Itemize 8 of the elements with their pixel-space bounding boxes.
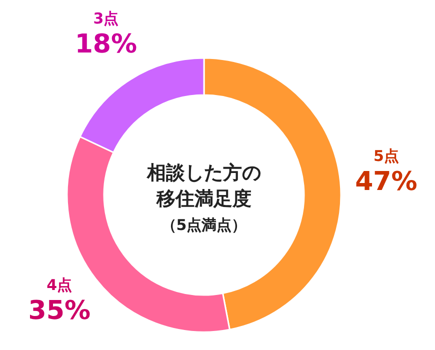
text: （5点満点）: [161, 216, 247, 234]
data-label: 18%: [74, 29, 138, 60]
slice-label: 4点: [46, 276, 72, 294]
text: 相談した方の移住満足度: [146, 162, 261, 210]
data-label: 35%: [28, 296, 91, 326]
data-label: 47%: [355, 166, 418, 197]
slice-label: 5点: [373, 146, 399, 165]
slice-label: 3点: [93, 9, 119, 28]
